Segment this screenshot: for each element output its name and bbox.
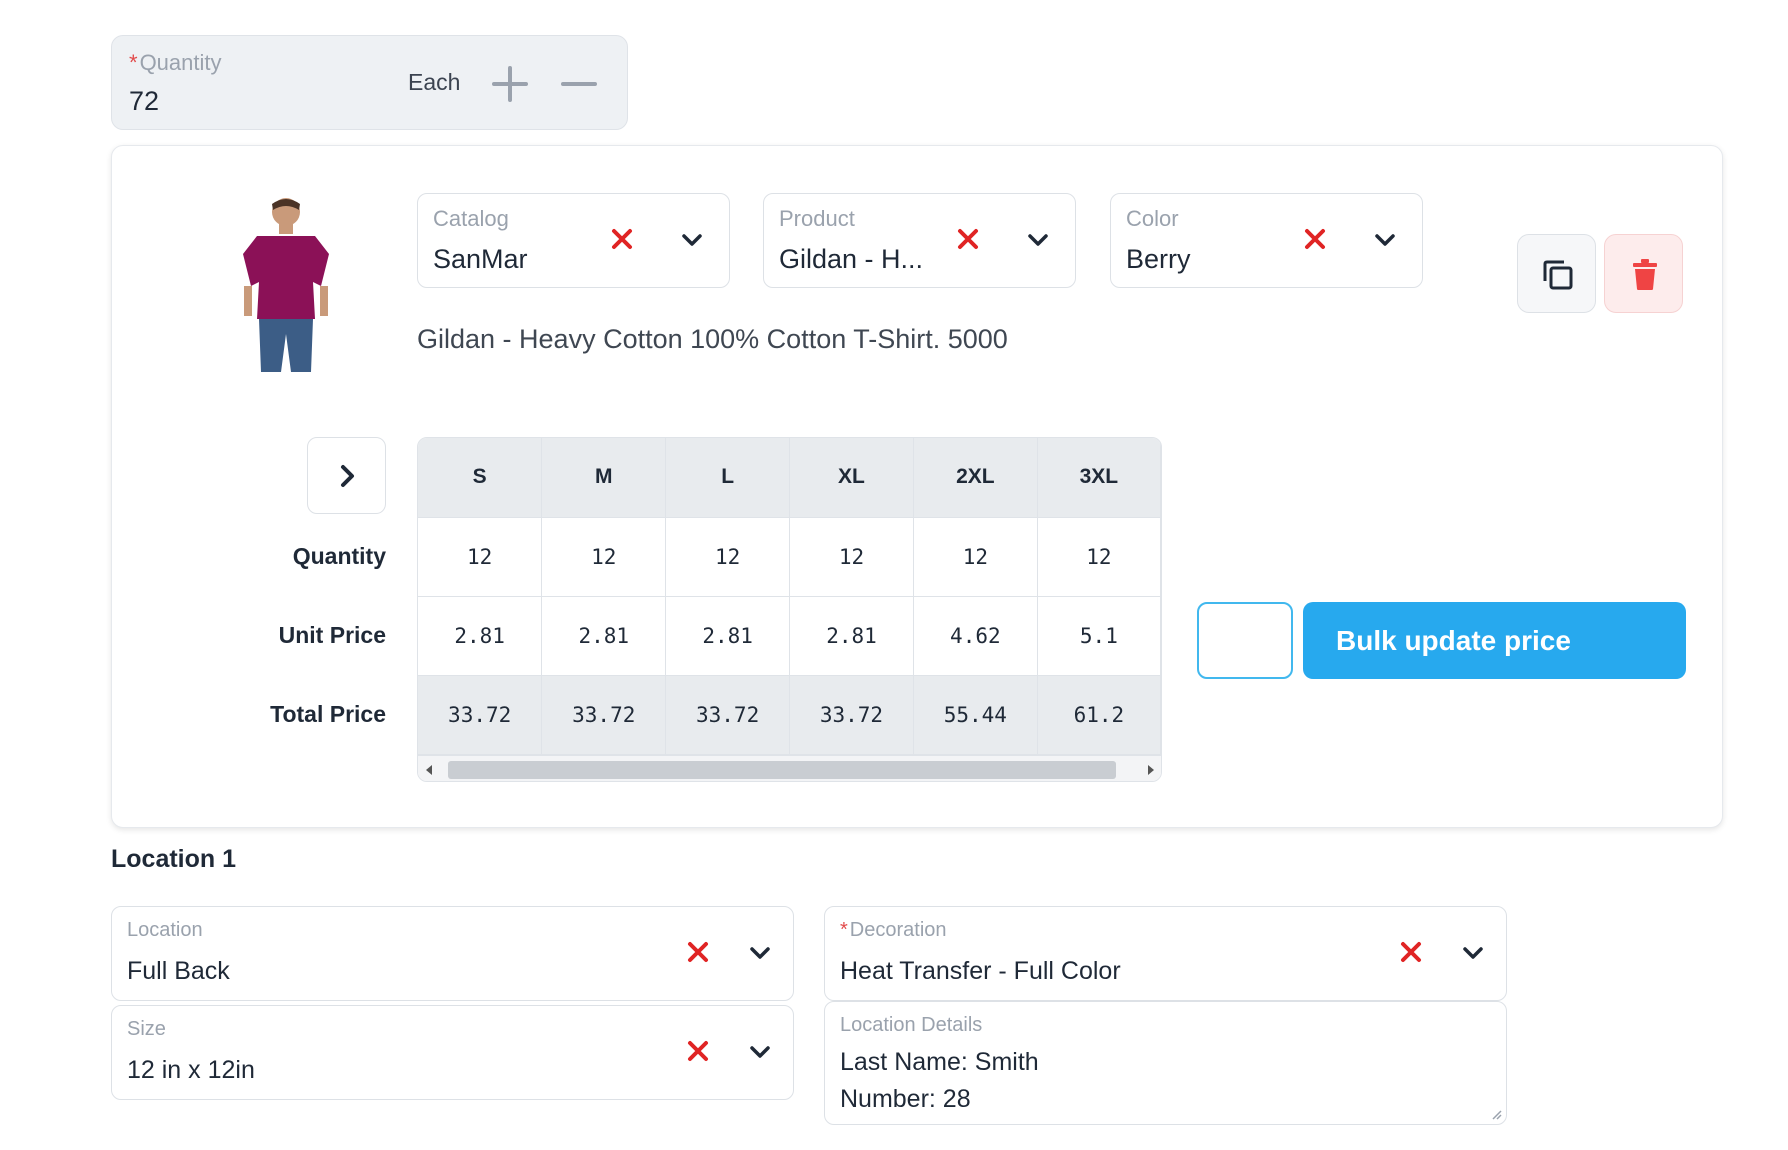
- decoration-label: * Decoration: [840, 919, 947, 941]
- product-value: Gildan - H...: [779, 244, 924, 274]
- unit-price-cell[interactable]: 4.62: [912, 595, 1038, 676]
- size-header: M: [541, 438, 667, 518]
- quantity-cell[interactable]: 12: [912, 516, 1038, 597]
- required-marker: *: [129, 50, 138, 75]
- location-details-line: Last Name: Smith: [840, 1048, 1039, 1076]
- chevron-down-icon[interactable]: [1371, 226, 1399, 254]
- quantity-cell[interactable]: 12: [541, 516, 667, 597]
- location-title: Location 1: [111, 845, 237, 873]
- required-marker: *: [840, 919, 848, 941]
- unit-price-cell[interactable]: 2.81: [789, 595, 914, 676]
- clear-icon[interactable]: [1398, 939, 1424, 965]
- decoration-value: Heat Transfer - Full Color: [840, 957, 1121, 985]
- catalog-value: SanMar: [433, 244, 528, 274]
- size-header: XL: [789, 438, 914, 518]
- chevron-down-icon[interactable]: [1459, 939, 1487, 967]
- color-value: Berry: [1126, 244, 1191, 274]
- quantity-label: *Quantity: [129, 50, 222, 75]
- quantity-cell[interactable]: 12: [1036, 516, 1161, 597]
- expand-button[interactable]: [307, 437, 386, 514]
- minus-icon[interactable]: [559, 64, 599, 104]
- quantity-value[interactable]: 72: [129, 86, 160, 116]
- color-label: Color: [1126, 206, 1179, 231]
- copy-icon: [1543, 260, 1573, 290]
- scroll-thumb[interactable]: [448, 761, 1116, 779]
- bulk-price-input[interactable]: [1197, 602, 1293, 679]
- size-label: Size: [127, 1018, 166, 1040]
- chevron-down-icon[interactable]: [746, 939, 774, 967]
- row-label-unit-price: Unit Price: [278, 622, 386, 648]
- unit-price-cell[interactable]: 5.1: [1036, 595, 1161, 676]
- chevron-right-icon: [341, 465, 354, 487]
- quantity-cell[interactable]: 12: [665, 516, 791, 597]
- total-price-row: 33.72 33.72 33.72 33.72 55.44 61.2: [418, 674, 1161, 755]
- total-price-cell: 33.72: [665, 674, 791, 755]
- chevron-down-icon[interactable]: [1024, 226, 1052, 254]
- clear-icon[interactable]: [609, 226, 635, 252]
- product-card: Catalog SanMar Product Gildan - H... Col…: [111, 145, 1723, 828]
- quantity-cell[interactable]: 12: [418, 516, 543, 597]
- catalog-label: Catalog: [433, 206, 509, 231]
- catalog-select[interactable]: Catalog SanMar: [417, 193, 730, 288]
- plus-icon[interactable]: [490, 64, 530, 104]
- location-details-textarea[interactable]: Location Details Last Name: Smith Number…: [824, 1001, 1507, 1125]
- total-price-cell: 33.72: [789, 674, 914, 755]
- clear-icon[interactable]: [685, 1038, 711, 1064]
- total-price-cell: 33.72: [541, 674, 667, 755]
- size-header-row: S M L XL 2XL 3XL: [418, 438, 1161, 518]
- size-header: S: [418, 438, 543, 518]
- size-price-table: S M L XL 2XL 3XL 12 12 12 12 12 12 2.81 …: [417, 437, 1162, 782]
- location-label: Location: [127, 919, 203, 941]
- location-details-label: Location Details: [840, 1014, 983, 1036]
- unit-price-row: 2.81 2.81 2.81 2.81 4.62 5.1: [418, 595, 1161, 676]
- chevron-down-icon[interactable]: [746, 1038, 774, 1066]
- size-header: 3XL: [1036, 438, 1161, 518]
- product-description: Gildan - Heavy Cotton 100% Cotton T-Shir…: [417, 324, 1008, 354]
- chevron-down-icon[interactable]: [678, 226, 706, 254]
- row-label-quantity: Quantity: [292, 543, 386, 569]
- scroll-left-icon[interactable]: [424, 764, 434, 776]
- unit-price-cell[interactable]: 2.81: [665, 595, 791, 676]
- location-value: Full Back: [127, 957, 230, 985]
- quantity-field[interactable]: *Quantity 72 Each: [111, 35, 628, 130]
- size-value: 12 in x 12in: [127, 1056, 255, 1084]
- product-image: [243, 198, 329, 372]
- clear-icon[interactable]: [685, 939, 711, 965]
- scroll-right-icon[interactable]: [1146, 764, 1156, 776]
- decoration-select[interactable]: * Decoration Heat Transfer - Full Color: [824, 906, 1507, 1001]
- product-label: Product: [779, 206, 855, 231]
- total-price-cell: 33.72: [418, 674, 543, 755]
- total-price-cell: 55.44: [912, 674, 1038, 755]
- total-price-cell: 61.2: [1036, 674, 1161, 755]
- row-labels: Quantity Unit Price Total Price: [172, 516, 386, 756]
- delete-button[interactable]: [1604, 234, 1683, 313]
- duplicate-button[interactable]: [1517, 234, 1596, 313]
- size-header: L: [665, 438, 791, 518]
- quantity-cell[interactable]: 12: [789, 516, 914, 597]
- location-details-line: Number: 28: [840, 1085, 971, 1113]
- bulk-update-price-button[interactable]: Bulk update price: [1303, 602, 1686, 679]
- trash-icon: [1633, 259, 1657, 290]
- color-select[interactable]: Color Berry: [1110, 193, 1423, 288]
- quantity-row: 12 12 12 12 12 12: [418, 516, 1161, 597]
- clear-icon[interactable]: [1302, 226, 1328, 252]
- unit-price-cell[interactable]: 2.81: [541, 595, 667, 676]
- location-select[interactable]: Location Full Back: [111, 906, 794, 1001]
- row-label-total-price: Total Price: [270, 701, 386, 727]
- quantity-unit: Each: [408, 69, 461, 95]
- size-select[interactable]: Size 12 in x 12in: [111, 1005, 794, 1100]
- clear-icon[interactable]: [955, 226, 981, 252]
- horizontal-scrollbar[interactable]: [418, 755, 1161, 781]
- resize-handle-icon[interactable]: [1490, 1108, 1502, 1120]
- product-select[interactable]: Product Gildan - H...: [763, 193, 1076, 288]
- unit-price-cell[interactable]: 2.81: [418, 595, 543, 676]
- size-header: 2XL: [912, 438, 1038, 518]
